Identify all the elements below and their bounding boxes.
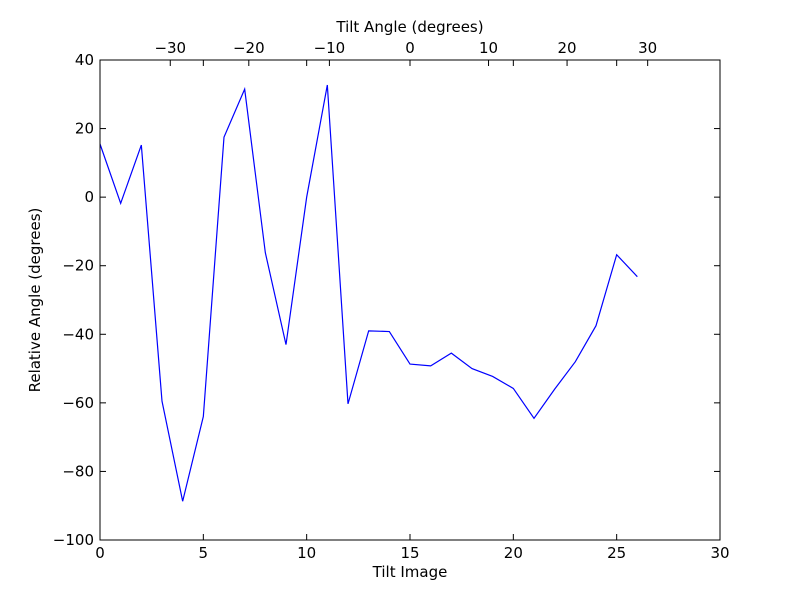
y-tick-label: 0 [84, 188, 94, 206]
plot-frame [99, 59, 721, 541]
top-x-tick-label: −20 [233, 39, 265, 57]
x-tick-label: 30 [710, 544, 729, 562]
x-tick-label: 20 [504, 544, 523, 562]
y-tick-label: −80 [62, 462, 94, 480]
x-axis-label: Tilt Image [372, 563, 448, 581]
series-group [99, 84, 638, 502]
y-tick-label: −60 [62, 394, 94, 412]
y-tick-label: −20 [62, 257, 94, 275]
plot-area [100, 60, 720, 540]
x-tick-label: 25 [607, 544, 626, 562]
y-tick-label: −40 [62, 325, 94, 343]
top-x-axis-label: Tilt Angle (degrees) [335, 18, 483, 36]
series-line [99, 84, 638, 502]
x-tick-label: 5 [199, 544, 209, 562]
top-x-tick-label: 20 [558, 39, 577, 57]
top-x-tick-label: −10 [314, 39, 346, 57]
x-tick-label: 15 [400, 544, 419, 562]
top-x-tick-label: 0 [405, 39, 415, 57]
top-x-tick-label: −30 [154, 39, 186, 57]
y-tick-label: −100 [53, 531, 94, 549]
x-tick-label: 10 [297, 544, 316, 562]
y-tick-label: 20 [75, 120, 94, 138]
x-tick-label: 0 [95, 544, 105, 562]
top-x-tick-label: 10 [479, 39, 498, 57]
top-x-tick-label: 30 [638, 39, 657, 57]
y-tick-label: 40 [75, 51, 94, 69]
y-axis-label: Relative Angle (degrees) [26, 208, 44, 393]
